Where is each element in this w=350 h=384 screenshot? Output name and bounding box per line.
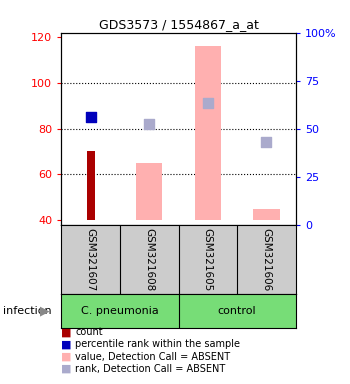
Point — [88, 114, 93, 120]
Text: ■: ■ — [61, 327, 72, 337]
Text: control: control — [218, 306, 257, 316]
Text: rank, Detection Call = ABSENT: rank, Detection Call = ABSENT — [75, 364, 225, 374]
Text: count: count — [75, 327, 103, 337]
Text: ■: ■ — [61, 352, 72, 362]
Text: GSM321607: GSM321607 — [85, 228, 96, 291]
Point — [146, 121, 152, 127]
Bar — [136, 163, 162, 220]
Bar — [253, 209, 280, 220]
Text: GSM321608: GSM321608 — [144, 228, 154, 291]
Text: ■: ■ — [61, 339, 72, 349]
Point — [205, 101, 211, 107]
Point — [264, 139, 269, 146]
Text: GSM321606: GSM321606 — [261, 228, 272, 291]
Bar — [195, 46, 221, 220]
Text: ▶: ▶ — [40, 305, 50, 318]
Text: C. pneumonia: C. pneumonia — [81, 306, 159, 316]
Text: value, Detection Call = ABSENT: value, Detection Call = ABSENT — [75, 352, 230, 362]
Text: infection: infection — [4, 306, 52, 316]
Bar — [86, 152, 95, 220]
Text: percentile rank within the sample: percentile rank within the sample — [75, 339, 240, 349]
Text: ■: ■ — [61, 364, 72, 374]
Title: GDS3573 / 1554867_a_at: GDS3573 / 1554867_a_at — [99, 18, 258, 31]
Text: GSM321605: GSM321605 — [203, 228, 213, 291]
